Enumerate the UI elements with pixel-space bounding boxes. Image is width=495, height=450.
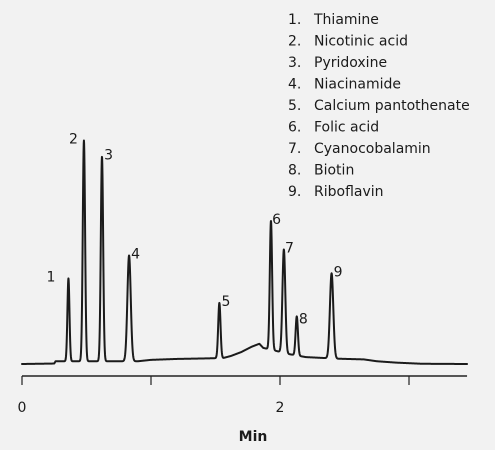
legend-label: Riboflavin (314, 184, 384, 200)
legend-number: 3. (288, 55, 301, 71)
legend-item-5: 5. Calcium pantothenate (288, 98, 470, 114)
peak-label-9: 9 (334, 264, 343, 280)
legend-item-6: 6. Folic acid (288, 120, 379, 136)
peak-label-1: 1 (46, 269, 55, 285)
peak-label-8: 8 (299, 311, 308, 327)
legend-item-8: 8. Biotin (288, 163, 354, 179)
legend-number: 2. (288, 34, 301, 50)
legend-item-9: 9. Riboflavin (288, 184, 384, 200)
peak-label-6: 6 (272, 212, 281, 228)
x-tick-label-0: 0 (18, 400, 27, 416)
legend-label: Calcium pantothenate (314, 98, 470, 114)
peak-labels: 1 2 3 4 5 67 8 9 (46, 131, 342, 327)
legend-label: Pyridoxine (314, 55, 387, 71)
legend-item-7: 7. Cyanocobalamin (288, 141, 431, 157)
legend-number: 4. (288, 77, 301, 93)
legend-number: 9. (288, 184, 301, 200)
legend-item-3: 3. Pyridoxine (288, 55, 387, 71)
chromatogram-trace (21, 139, 469, 365)
legend-label: Biotin (314, 163, 354, 179)
legend-label: Cyanocobalamin (314, 141, 431, 157)
legend-number: 7. (288, 141, 301, 157)
legend-number: 5. (288, 98, 301, 114)
legend-label: Niacinamide (314, 77, 401, 93)
legend-item-4: 4. Niacinamide (288, 77, 401, 93)
peak-label-2: 2 (69, 131, 78, 147)
legend-label: Thiamine (313, 12, 379, 28)
legend: 1. Thiamine 2. Nicotinic acid 3. Pyridoxine 4.… (288, 12, 470, 200)
legend-number: 6. (288, 120, 301, 136)
legend-number: 8. (288, 163, 301, 179)
legend-number: 1. (288, 12, 301, 28)
peak-label-3: 3 (104, 148, 113, 164)
legend-label: Folic acid (314, 120, 379, 136)
peak-label-7: 7 (285, 241, 294, 257)
x-axis-title: Min (239, 429, 268, 445)
legend-item-2: 2. Nicotinic acid (288, 34, 408, 50)
peak-label-4: 4 (131, 246, 140, 262)
legend-item-1: 1. Thiamine (288, 12, 379, 28)
peak-label-5: 5 (221, 294, 230, 310)
legend-label: Nicotinic acid (314, 34, 408, 50)
plot-area (21, 139, 469, 365)
x-tick-label-2: 2 (276, 400, 285, 416)
